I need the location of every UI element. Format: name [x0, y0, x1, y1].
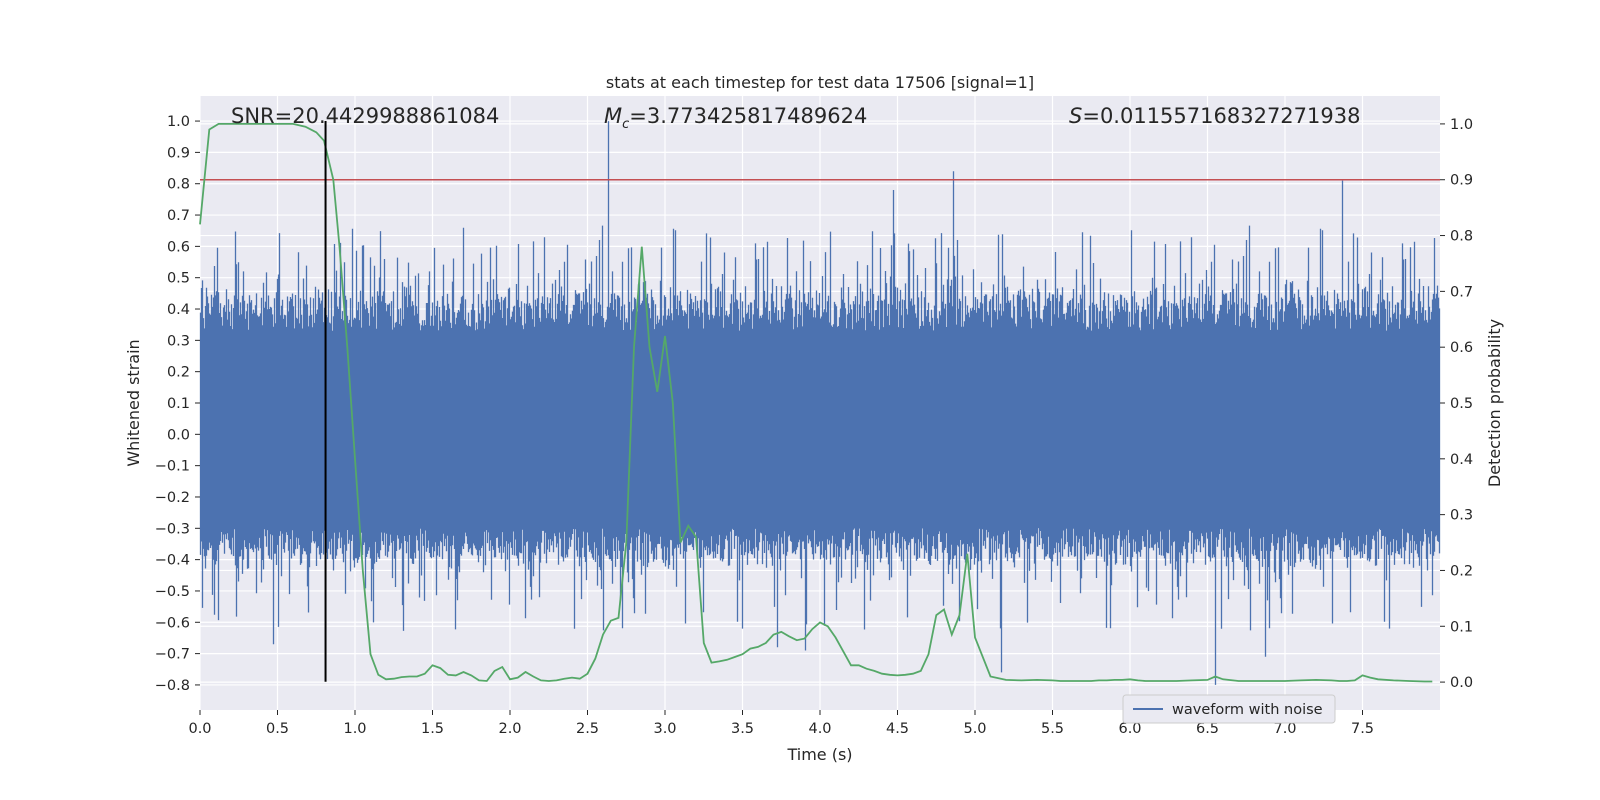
legend-box [1122, 694, 1336, 724]
s-value: =0.011557168327271938 [1082, 104, 1360, 128]
y-left-tick-label: 0.2 [167, 365, 190, 381]
y-left-tick-label: −0.3 [155, 521, 190, 537]
x-axis-label: Time (s) [786, 745, 852, 764]
x-tick-label: 7.0 [1273, 721, 1296, 737]
s-symbol: S [1069, 104, 1082, 128]
x-tick-label: 5.0 [963, 721, 986, 737]
y-left-tick-label: −0.4 [155, 553, 190, 569]
legend-label: waveform with noise [1172, 702, 1323, 718]
x-tick-label: 6.5 [1196, 721, 1219, 737]
y-left-tick-label: −0.1 [155, 459, 190, 475]
y-right-tick-label: 0.9 [1450, 173, 1473, 189]
x-tick-label: 2.5 [576, 721, 599, 737]
x-tick-label: 3.5 [731, 721, 754, 737]
y-left-tick-label: 0.3 [167, 333, 190, 349]
y-left-tick-label: −0.7 [155, 647, 190, 663]
chart-title: stats at each timestep for test data 175… [606, 73, 1034, 92]
y-right-tick-label: 0.1 [1450, 619, 1473, 635]
y-left-tick-label: 0.9 [167, 145, 190, 161]
y-right-tick-label: 0.3 [1450, 508, 1473, 524]
waveform-with-noise-series [199, 121, 1441, 685]
y-left-tick-label: 0.0 [167, 427, 190, 443]
x-tick-label: 6.0 [1118, 721, 1141, 737]
y-right-tick-label: 0.7 [1450, 284, 1473, 300]
x-tick-label: 1.5 [421, 721, 444, 737]
y-left-tick-label: −0.8 [155, 678, 190, 694]
y-left-tick-label: 0.8 [167, 177, 190, 193]
x-tick-label: 2.0 [498, 721, 521, 737]
x-tick-label: 3.0 [653, 721, 676, 737]
y-right-tick-label: 0.0 [1450, 675, 1473, 691]
y-right-tick-label: 1.0 [1450, 117, 1473, 133]
y-right-tick-label: 0.6 [1450, 340, 1473, 356]
y-left-tick-label: −0.5 [155, 584, 190, 600]
x-tick-label: 4.0 [808, 721, 831, 737]
left-y-axis-ticks: 1.0 0.9 0.8 0.7 0.6 0.5 0.4 0.3 0.2 0.1 0.0 −0.1 −0.… [155, 114, 200, 694]
x-tick-label: 7.5 [1351, 721, 1374, 737]
x-tick-label: 1.0 [343, 721, 366, 737]
y-left-tick-label: −0.6 [155, 615, 190, 631]
detection-probability-line [199, 123, 1433, 683]
snr-annotation: SNR=20.4429988861084 [231, 104, 499, 128]
left-y-axis-label: Whitened strain [124, 339, 143, 466]
y-left-tick-label: 0.5 [167, 271, 190, 287]
chirp-mass-symbol: M [604, 104, 622, 128]
y-right-tick-label: 0.2 [1450, 563, 1473, 579]
y-right-tick-label: 0.8 [1450, 229, 1473, 245]
y-left-tick-label: 1.0 [167, 114, 190, 130]
right-y-axis-label: Detection probability [1485, 319, 1504, 487]
y-left-tick-label: −0.2 [155, 490, 190, 506]
y-left-tick-label: 0.7 [167, 208, 190, 224]
x-tick-label: 5.5 [1041, 721, 1064, 737]
y-right-tick-label: 0.5 [1450, 396, 1473, 412]
s-annotation: S=0.011557168327271938 [1069, 104, 1360, 128]
x-tick-label: 4.5 [886, 721, 909, 737]
y-left-tick-label: 0.6 [167, 239, 190, 255]
legend: waveform with noise [1122, 694, 1336, 724]
x-axis-ticks: 0.0 0.5 1.0 1.5 2.0 2.5 3.0 3.5 4.0 4.5 5.0 5.5 6.0 6… [188, 710, 1374, 737]
right-y-axis-ticks: 1.0 0.9 0.8 0.7 0.6 0.5 0.4 0.3 0.2 0.1 0.0 [1440, 117, 1473, 691]
y-left-tick-label: 0.4 [167, 302, 190, 318]
waveform-trace [199, 121, 1441, 685]
chirp-mass-annotation: Mc=3.773425817489624 [604, 104, 867, 132]
y-left-tick-label: 0.1 [167, 396, 190, 412]
y-right-tick-label: 0.4 [1450, 452, 1473, 468]
x-tick-label: 0.5 [266, 721, 289, 737]
chirp-mass-subscript: c [622, 117, 629, 132]
x-tick-label: 0.0 [188, 721, 211, 737]
chirp-mass-value: =3.773425817489624 [629, 104, 867, 128]
